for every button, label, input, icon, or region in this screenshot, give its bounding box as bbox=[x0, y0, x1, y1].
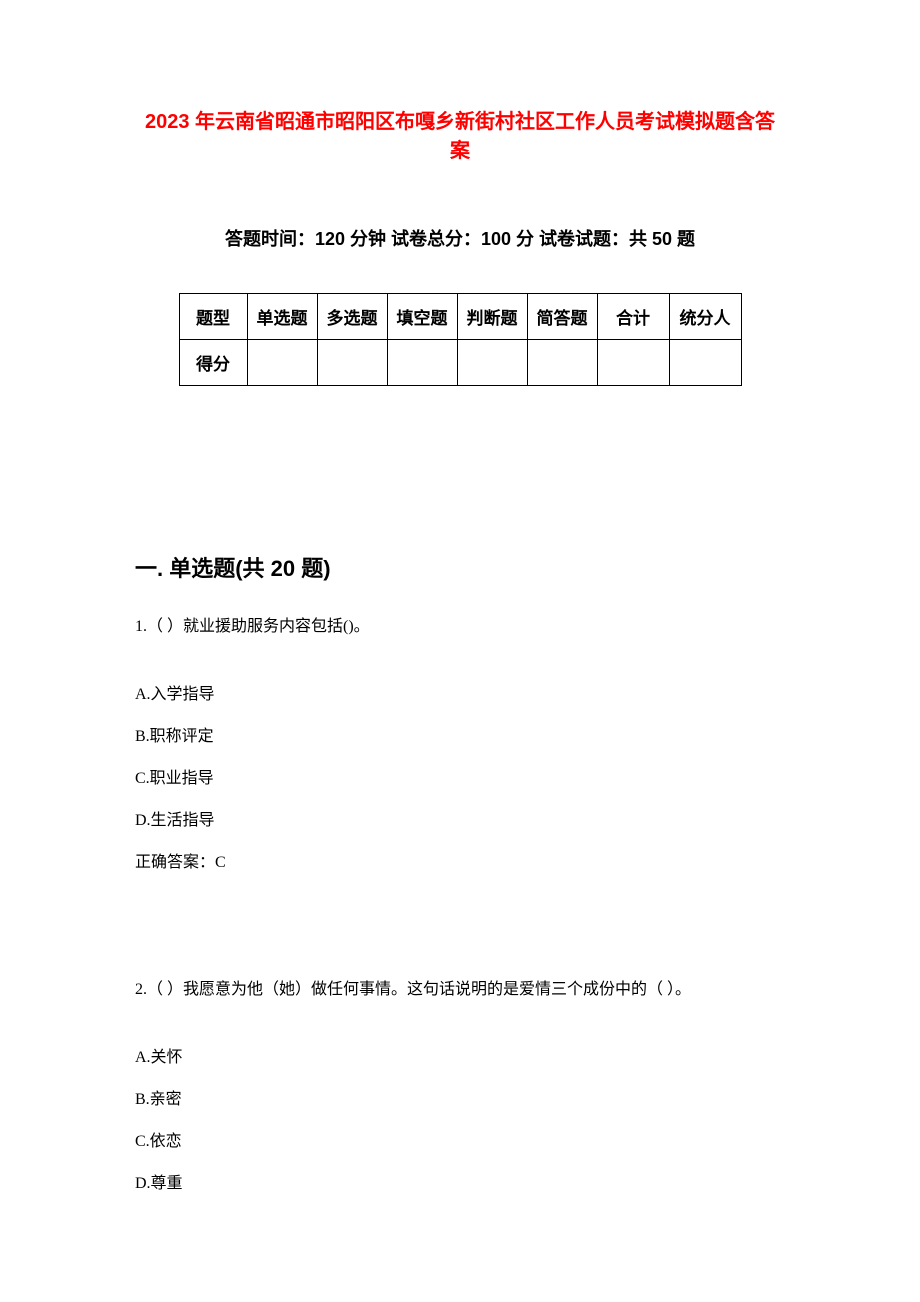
question-1-option-a: A.入学指导 bbox=[135, 683, 785, 707]
score-table-header-row: 题型 单选题 多选题 填空题 判断题 简答题 合计 统分人 bbox=[179, 294, 741, 340]
header-col-2: 填空题 bbox=[387, 294, 457, 340]
score-cell-4 bbox=[527, 340, 597, 386]
score-cell-3 bbox=[457, 340, 527, 386]
question-1: 1.（ ）就业援助服务内容包括()。 A.入学指导 B.职称评定 C.职业指导 … bbox=[135, 615, 785, 875]
question-2: 2.（ ）我愿意为他（她）做任何事情。这句话说明的是爱情三个成份中的（ ）。 A… bbox=[135, 978, 785, 1196]
score-cell-6 bbox=[669, 340, 741, 386]
score-cell-5 bbox=[597, 340, 669, 386]
question-1-stem: 1.（ ）就业援助服务内容包括()。 bbox=[135, 615, 785, 639]
score-label: 得分 bbox=[179, 340, 247, 386]
score-cell-0 bbox=[247, 340, 317, 386]
header-col-4: 简答题 bbox=[527, 294, 597, 340]
document-title: 2023 年云南省昭通市昭阳区布嘎乡新街村社区工作人员考试模拟题含答案 bbox=[135, 105, 785, 163]
question-1-answer: 正确答案：C bbox=[135, 851, 785, 875]
question-2-option-d: D.尊重 bbox=[135, 1172, 785, 1196]
header-col-1: 多选题 bbox=[317, 294, 387, 340]
header-col-5: 合计 bbox=[597, 294, 669, 340]
header-col-0: 单选题 bbox=[247, 294, 317, 340]
section-heading: 一. 单选题(共 20 题) bbox=[135, 551, 785, 583]
score-cell-2 bbox=[387, 340, 457, 386]
score-cell-1 bbox=[317, 340, 387, 386]
question-1-option-c: C.职业指导 bbox=[135, 767, 785, 791]
question-2-option-c: C.依恋 bbox=[135, 1130, 785, 1154]
question-1-option-b: B.职称评定 bbox=[135, 725, 785, 749]
spacer bbox=[135, 893, 785, 978]
meta-line: 答题时间：120 分钟 试卷总分：100 分 试卷试题：共 50 题 bbox=[135, 225, 785, 251]
question-2-stem: 2.（ ）我愿意为他（她）做任何事情。这句话说明的是爱情三个成份中的（ ）。 bbox=[135, 978, 785, 1002]
header-label: 题型 bbox=[179, 294, 247, 340]
score-table: 题型 单选题 多选题 填空题 判断题 简答题 合计 统分人 得分 bbox=[179, 293, 742, 386]
header-col-3: 判断题 bbox=[457, 294, 527, 340]
score-table-score-row: 得分 bbox=[179, 340, 741, 386]
question-1-option-d: D.生活指导 bbox=[135, 809, 785, 833]
question-2-option-b: B.亲密 bbox=[135, 1088, 785, 1112]
question-2-option-a: A.关怀 bbox=[135, 1046, 785, 1070]
header-col-6: 统分人 bbox=[669, 294, 741, 340]
